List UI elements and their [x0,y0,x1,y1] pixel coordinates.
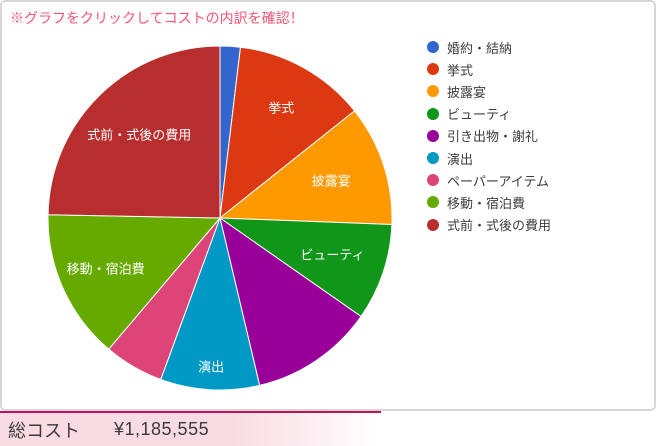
pie-slice-3[interactable] [218,217,393,318]
legend-color-dot [427,63,439,76]
legend-color-dot [427,196,439,209]
legend-label: 挙式 [447,62,474,78]
legend-color-dot [427,41,439,54]
pie-slice-8[interactable] [47,45,221,219]
legend-color-dot [427,129,439,142]
total-cost-bar: 総コスト ¥1,185,555 [0,411,381,446]
pie-slice-label: 移動・宿泊費 [67,262,145,277]
legend-item-0: 婚約・結納 [427,36,551,58]
pie-slice-2[interactable] [218,110,393,225]
legend-label: 引き出物・謝礼 [447,129,539,145]
pie-slice-label: 式前・式後の費用 [87,128,191,143]
legend-color-dot [427,218,439,231]
chart-note: ※グラフをクリックしてコストの内訳を確認！ [10,10,304,26]
legend-label: 披露宴 [447,84,487,100]
legend: 婚約・結納挙式披露宴ビューティ引き出物・謝礼 演出ペーパーアイテム 移動・宿泊費式前… [427,36,551,236]
chart-panel: ※グラフをクリックしてコストの内訳を確認！ 挙式 披露宴 ビューティ 演出 移動・宿泊費… [0,0,656,411]
pie-slice-5[interactable] [160,216,261,391]
total-cost-value: ¥1,185,555 [114,419,210,439]
legend-item-5: 演出 [427,147,551,169]
legend-label: 式前・式後の費用 [447,218,552,234]
legend-label: ペーパーアイテム [447,173,550,189]
legend-label: 移動・宿泊費 [447,195,526,211]
pie-slice-1[interactable] [219,46,356,220]
legend-color-dot [427,152,439,165]
legend-label: 演出 [447,151,474,167]
legend-item-1: 挙式 [427,58,551,80]
legend-item-2: 披露宴 [427,80,551,102]
legend-item-8: 式前・式後の費用 [427,214,551,236]
pie-slice-7[interactable] [47,214,222,350]
pie-slice-label: 披露宴 [312,174,351,189]
legend-label: 婚約・結納 [447,40,513,56]
total-cost-label: 総コスト [8,420,80,441]
legend-item-3: ビューティ [427,103,551,125]
legend-color-dot [427,107,439,120]
pie-slice-label: ビューティ [300,248,364,263]
legend-color-dot [427,85,439,98]
legend-item-4: 引き出物・謝礼 [427,125,551,147]
legend-item-7: 移動・宿泊費 [427,191,551,213]
pie-slice-4[interactable] [219,216,362,386]
legend-label: ビューティ [447,107,512,123]
legend-color-dot [427,174,439,187]
legend-item-6: ペーパーアイテム [427,169,551,191]
pie-slice-label: 演出 [198,359,224,374]
pie-slice-label: 挙式 [268,100,294,115]
